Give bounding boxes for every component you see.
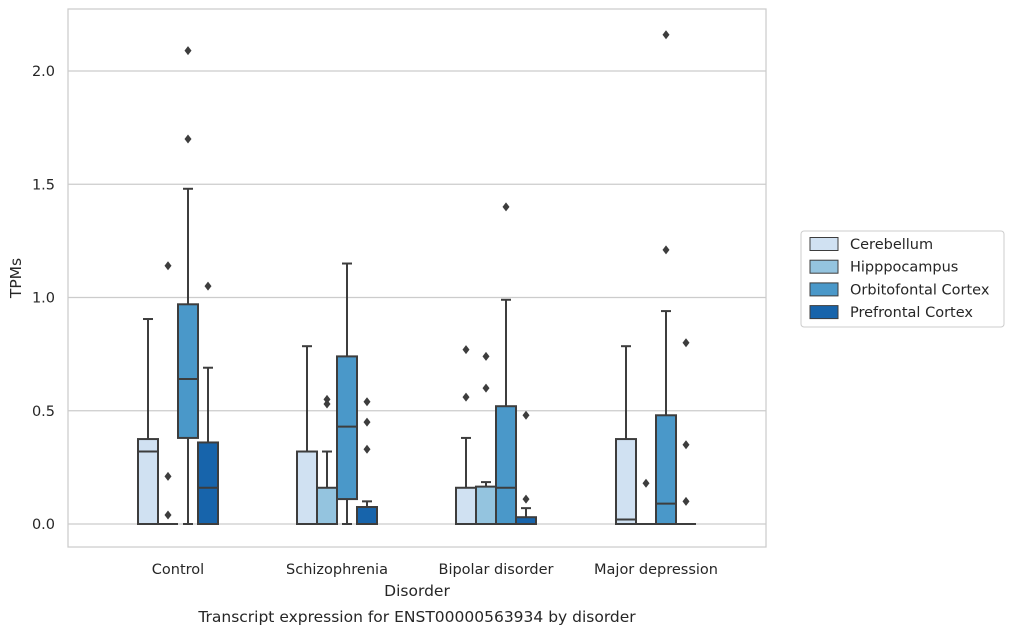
outlier-point [323,399,331,409]
box-body [137,438,159,525]
y-tick-label: 1.5 [32,177,55,193]
series-orbitofontal-cortex [177,30,677,525]
box [336,262,358,525]
outlier-point [164,261,172,271]
box-plot-area [137,30,696,526]
legend-label: Orbitofontal Cortex [850,282,990,298]
box-body [197,441,219,525]
legend-item: Hipppocampus [809,259,958,276]
y-tick-label: 0.0 [32,517,55,533]
x-tick-label: Control [152,562,204,578]
series-prefrontal-cortex [197,281,696,526]
outlier-point [323,394,331,404]
x-tick-label: Bipolar disorder [439,562,554,578]
box-body [615,438,637,525]
y-tick-label: 1.0 [32,291,55,307]
outlier-point [682,496,690,506]
box-body [455,486,477,526]
legend-swatch [809,282,839,297]
box [296,345,318,525]
box [197,281,219,525]
outlier-point [642,478,650,488]
outlier-point [164,471,172,481]
box-body [336,355,358,501]
outlier-point [682,440,690,450]
box [676,338,696,525]
x-tick-label: Schizophrenia [286,562,388,578]
box [475,351,497,526]
box [177,46,199,525]
outlier-point [662,245,670,255]
box [455,345,477,526]
legend-swatch [809,259,839,274]
y-axis-title: TPMs [7,258,25,299]
box [515,410,537,526]
box [636,478,656,525]
box [158,261,178,525]
box [356,397,378,526]
box [316,394,338,526]
outlier-point [462,345,470,355]
box [655,30,677,525]
box-body [177,303,199,439]
outlier-point [164,510,172,520]
box-body [475,485,497,526]
plot-frame [67,8,767,548]
legend-swatch [809,237,839,251]
box-body [515,516,537,526]
box-body [356,506,378,526]
legend-label: Prefrontal Cortex [850,305,973,321]
x-tick-labels: Control Schizophrenia Bipolar disorder Majo… [152,562,718,578]
series-cerebellum [137,318,637,526]
outlier-point [184,134,192,144]
outlier-point [462,392,470,402]
outlier-point [502,202,510,212]
legend-label: Cerebellum [850,237,933,253]
legend-label: Hipppocampus [850,260,958,276]
outlier-point [184,46,192,56]
chart-caption: Transcript expression for ENST0000056393… [197,608,636,626]
legend-item: Prefrontal Cortex [809,305,973,321]
outlier-point [204,281,212,291]
legend-swatch [809,305,839,320]
legend: Cerebellum Hipppocampus Orbitofontal Corte… [800,230,1005,328]
outlier-point [482,383,490,393]
box-body [655,414,677,525]
outlier-point [482,351,490,361]
outlier-point [363,417,371,427]
y-tick-label: 2.0 [32,64,55,80]
outlier-point [522,410,530,420]
legend-frame [800,230,1005,328]
box [137,318,159,525]
y-tick-labels: 0.0 0.5 1.0 1.5 2.0 [32,64,55,533]
x-tick-label: Major depression [594,562,718,578]
outlier-point [522,494,530,504]
box-body [316,486,338,526]
legend-item: Cerebellum [809,237,933,253]
outlier-point [363,397,371,407]
box-body [296,450,318,525]
legend-item: Orbitofontal Cortex [809,282,990,298]
outlier-point [363,444,371,454]
box-body [495,405,517,525]
box [495,202,517,525]
x-axis-title: Disorder [384,582,450,600]
outlier-point [682,338,690,348]
y-tick-label: 0.5 [32,404,55,420]
outlier-point [662,30,670,40]
series-hipppocampus [158,261,656,526]
box [615,345,637,525]
